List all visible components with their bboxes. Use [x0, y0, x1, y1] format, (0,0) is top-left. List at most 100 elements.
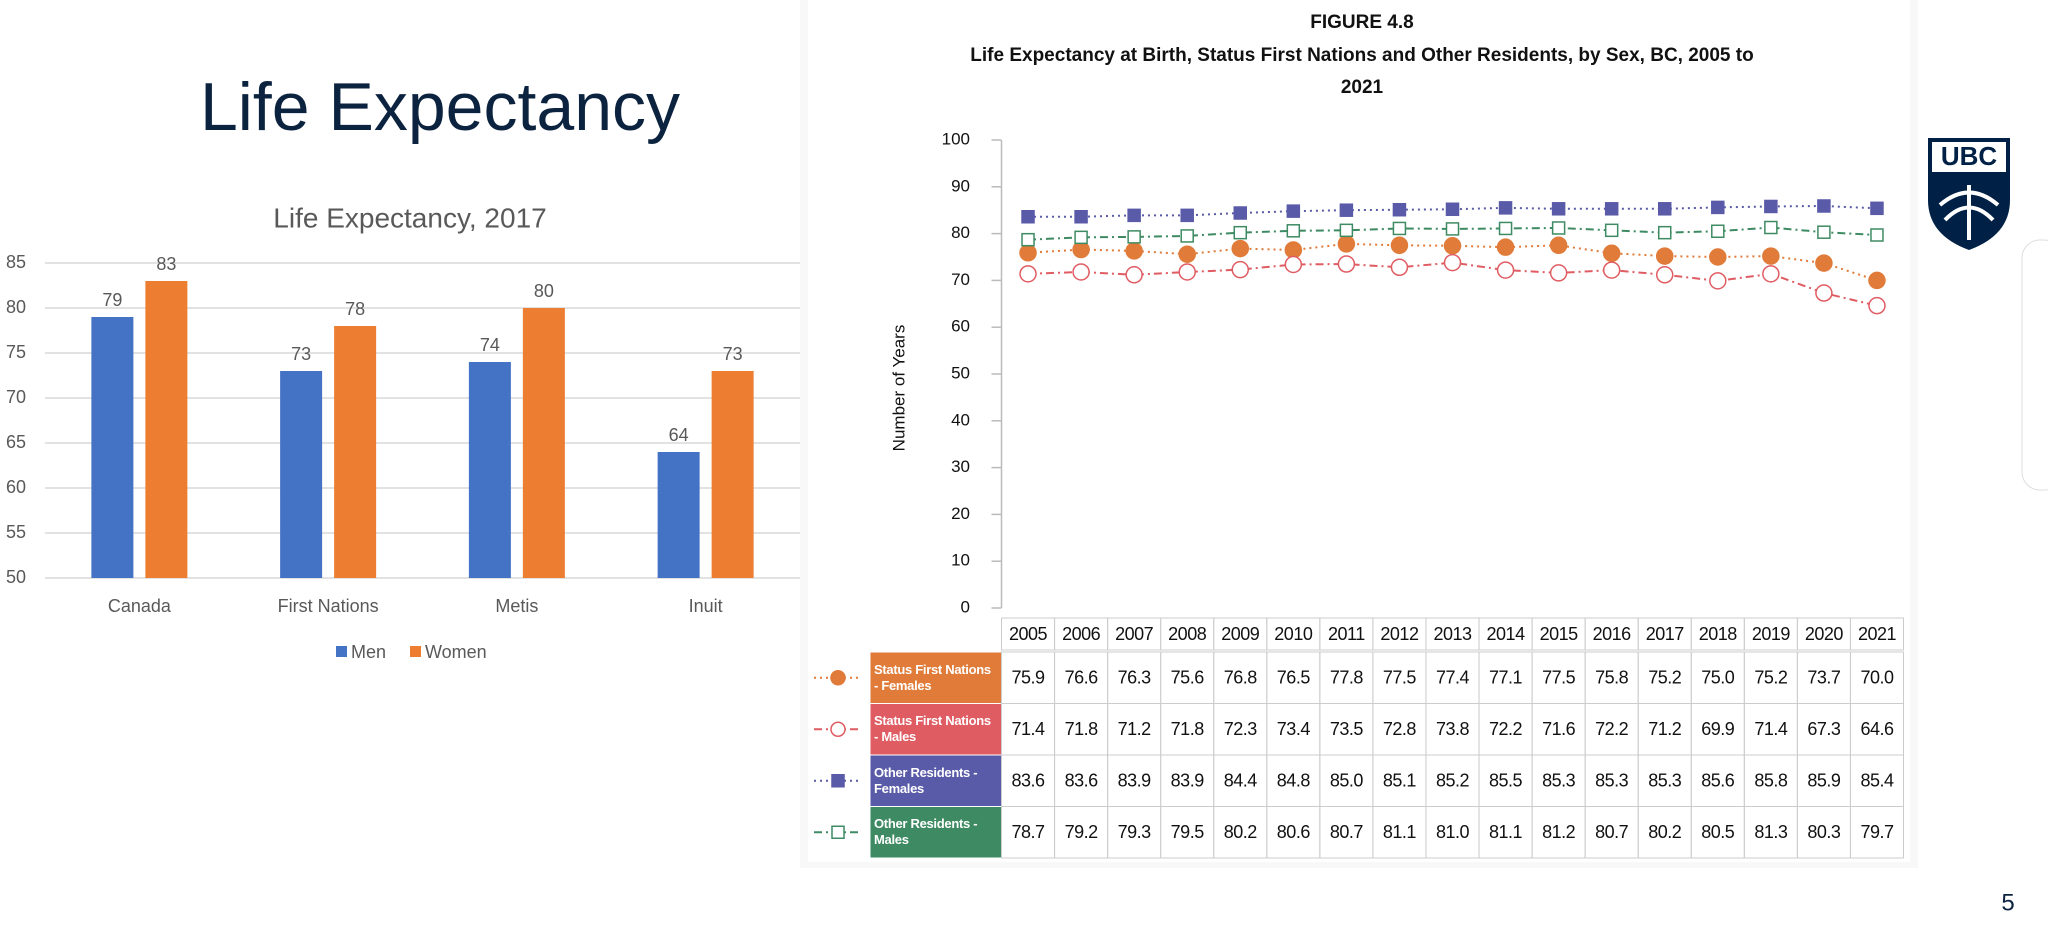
year-label: 2007 [1115, 624, 1154, 644]
table-value: 72.2 [1489, 719, 1523, 739]
data-point [1445, 202, 1460, 217]
series-line [1027, 261, 1878, 307]
table-value: 71.6 [1542, 719, 1576, 739]
data-point [1709, 248, 1727, 266]
data-point [1551, 202, 1566, 216]
bar [334, 326, 377, 578]
table-value: 67.3 [1807, 719, 1841, 739]
data-point [1870, 228, 1884, 242]
data-point [1231, 260, 1250, 279]
legend-label: Women [425, 642, 487, 662]
year-label: 2013 [1433, 624, 1472, 644]
data-point [1657, 225, 1672, 240]
legend-label: Status First Nations - Males [874, 713, 991, 745]
table-value: 85.3 [1648, 771, 1682, 791]
data-point [1390, 258, 1409, 277]
data-point [1127, 230, 1141, 244]
table-value: 76.8 [1224, 668, 1258, 688]
data-point [1339, 203, 1354, 217]
legend-swatch [410, 646, 421, 657]
y-tick-label: 60 [951, 317, 970, 336]
table-value: 85.9 [1807, 771, 1841, 791]
year-label: 2019 [1752, 624, 1791, 644]
series-line [1027, 226, 1878, 241]
year-label: 2009 [1221, 624, 1260, 644]
table-value: 70.0 [1860, 668, 1894, 688]
data-point [1390, 236, 1409, 255]
table-value: 72.3 [1224, 719, 1258, 739]
data-point [1764, 199, 1778, 214]
y-tick-label: 100 [942, 129, 970, 148]
table-value: 85.6 [1701, 771, 1735, 791]
data-point [1655, 266, 1674, 284]
data-point [1655, 247, 1674, 265]
data-point [1711, 224, 1725, 239]
data-label: 79 [102, 290, 122, 310]
table-value: 80.5 [1701, 822, 1735, 842]
table-value: 71.2 [1648, 719, 1682, 739]
data-label: 78 [345, 299, 365, 319]
legend-label-box: Other Residents - Females [874, 765, 978, 796]
table-value: 85.2 [1436, 771, 1470, 791]
year-label: 2011 [1328, 624, 1365, 644]
legend-label-box: Status First Nations - Males [874, 713, 991, 745]
data-point [1021, 210, 1035, 224]
table-cell [1849, 617, 1904, 651]
page-number: 5 [2001, 889, 2014, 916]
bar [711, 371, 754, 578]
table-value: 76.5 [1277, 668, 1311, 688]
data-point [1392, 221, 1407, 236]
x-tick-label: First Nations [278, 596, 379, 616]
legend-marker [831, 774, 845, 788]
table-value: 73.5 [1330, 719, 1364, 739]
data-point [1233, 206, 1248, 220]
table-value: 77.4 [1436, 668, 1470, 688]
data-point [1286, 224, 1301, 238]
data-point [1072, 263, 1090, 281]
data-point [1178, 263, 1196, 281]
table-value: 75.6 [1171, 668, 1205, 688]
y-tick-label: 50 [951, 363, 970, 382]
table-value: 84.8 [1277, 771, 1311, 791]
chart-title: Life Expectancy at Birth, Status First N… [970, 45, 1754, 98]
table-value: 73.7 [1807, 668, 1841, 688]
table-value: 75.2 [1754, 668, 1788, 688]
data-label: 80 [534, 281, 554, 301]
data-point [1709, 272, 1727, 290]
y-tick-label: 40 [951, 410, 970, 429]
data-point [1125, 242, 1143, 260]
legend-label: Men [351, 642, 386, 662]
data-point [1286, 204, 1301, 218]
data-point [1019, 244, 1037, 262]
data-point [1498, 201, 1513, 215]
logo-text: UBC [1941, 141, 1998, 171]
row-header-cell [869, 703, 1002, 756]
x-tick-label: Inuit [689, 596, 723, 616]
table-value: 73.8 [1436, 719, 1470, 739]
row-header-cell [869, 754, 1002, 807]
table-value: 71.8 [1065, 719, 1099, 739]
data-point [1604, 223, 1619, 238]
year-label: 2015 [1540, 624, 1579, 644]
data-label: 74 [480, 335, 500, 355]
data-point [1870, 201, 1884, 216]
table-value: 77.8 [1330, 668, 1364, 688]
data-point [1178, 245, 1196, 263]
data-point [1337, 255, 1356, 273]
y-tick-label: 60 [6, 477, 26, 497]
legend-label-box: Other Residents - Males [874, 816, 978, 848]
year-label: 2017 [1646, 624, 1685, 644]
data-label: 83 [156, 254, 176, 274]
y-tick-label: 50 [6, 567, 26, 587]
data-point [1549, 264, 1568, 282]
legend-label-box: Status First Nations - Females [874, 662, 991, 693]
data-point [1443, 253, 1462, 272]
legend-label: Other Residents - Males [874, 816, 978, 848]
table-value: 71.2 [1118, 719, 1152, 739]
data-point [1602, 261, 1621, 279]
data-point [1074, 230, 1088, 245]
y-tick-label: 20 [951, 504, 970, 523]
data-label: 73 [291, 344, 311, 364]
data-point [1443, 237, 1462, 255]
y-tick-label: 55 [6, 522, 26, 542]
